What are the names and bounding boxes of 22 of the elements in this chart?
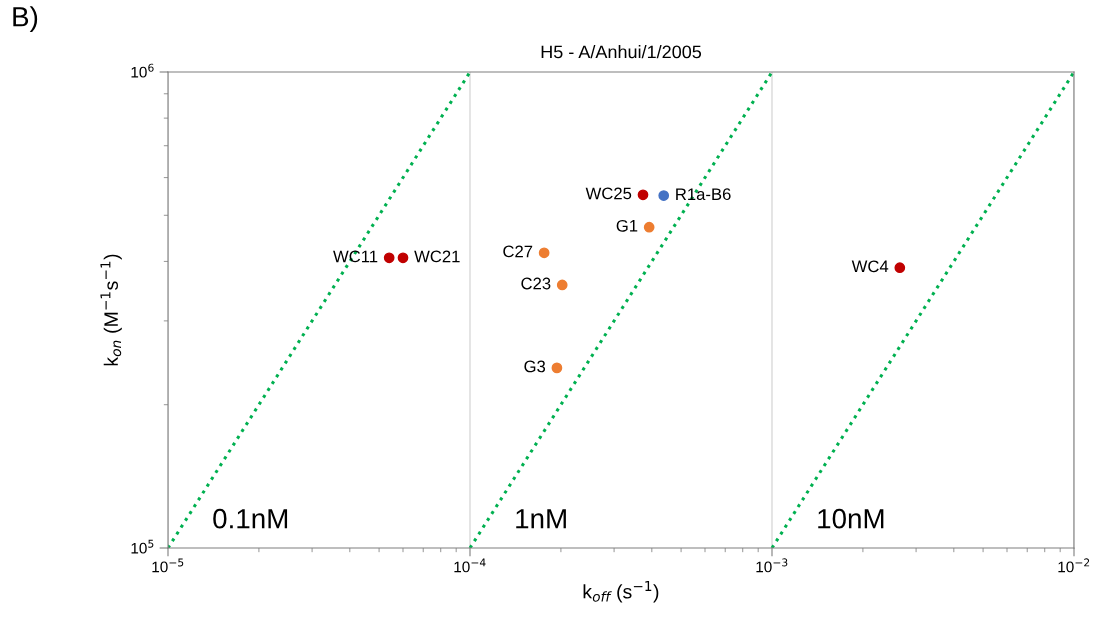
y-tick-label: 10$^{5}$ [131, 539, 154, 554]
x-tick-label: 10$^{−2}$ [1058, 558, 1090, 573]
series-label: 0.1nM [213, 508, 288, 529]
series-label: G3 [524, 360, 546, 373]
series-label: R1a-B6 [676, 188, 731, 201]
series-label: G1 [616, 219, 638, 232]
series-label: C27 [503, 245, 533, 258]
series-label: WC4 [851, 260, 889, 273]
y-axis-title: k$_{on}$ (M$^{−1}$s$^{−1}$) [100, 254, 122, 366]
series-label: C23 [521, 277, 551, 290]
x-tick-label: 10$^{−3}$ [756, 558, 788, 573]
text: B) [13, 6, 38, 33]
x-tick-label: 10$^{−5}$ [152, 558, 184, 573]
y-tick-label: 10$^{6}$ [131, 63, 154, 78]
series-label: 1nM [516, 509, 566, 529]
series-label: WC21 [414, 250, 460, 263]
series-label: WC11 [333, 250, 378, 263]
chart-title: H5 - A/Anhui/1/2005 [541, 45, 702, 59]
series-label: WC25 [585, 187, 632, 200]
series-label: 10nM [818, 508, 884, 529]
x-axis-title: k$_{off}$ (s$^{−1}$) [583, 580, 659, 603]
x-tick-label: 10$^{−4}$ [454, 558, 486, 573]
